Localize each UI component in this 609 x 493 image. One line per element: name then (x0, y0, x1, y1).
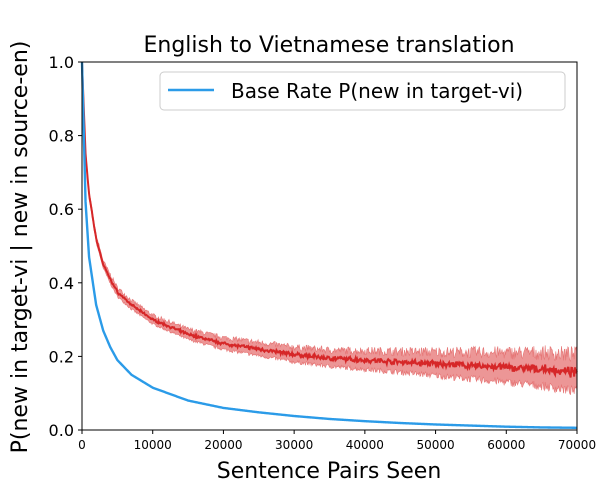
x-tick-label: 20000 (204, 438, 242, 452)
series-line-red (81, 61, 578, 378)
x-tick-label: 50000 (416, 438, 454, 452)
series-band-red (81, 61, 578, 396)
x-tick-label: 0 (78, 438, 86, 452)
y-tick-label: 0.4 (49, 274, 74, 293)
x-tick-label: 40000 (346, 438, 384, 452)
plot-area: 0.0 0.2 0.4 0.6 0.8 1.0 0 10000 20000 30000 40000 5… (49, 53, 597, 452)
y-tick-label: 1.0 (49, 53, 74, 72)
x-tick-label: 30000 (275, 438, 313, 452)
legend: Base Rate P(new in target-vi) (159, 71, 566, 111)
series-line-base-rate (80, 61, 578, 429)
legend-box (159, 71, 566, 111)
y-axis-label: P(new in target-vi | new in source-en) (8, 41, 33, 454)
x-tick-label: 10000 (134, 438, 172, 452)
chart-title: English to Vietnamese translation (143, 33, 514, 58)
axes-frame (81, 61, 578, 431)
y-tick-label: 0.8 (49, 127, 74, 146)
legend-label-base-rate: Base Rate P(new in target-vi) (231, 79, 523, 103)
y-tick-label: 0.0 (49, 421, 74, 440)
x-tick-label: 70000 (558, 438, 596, 452)
x-tick-label: 60000 (487, 438, 525, 452)
y-tick-label: 0.6 (49, 200, 74, 219)
x-axis-label: Sentence Pairs Seen (217, 459, 442, 484)
y-tick-label: 0.2 (49, 347, 74, 366)
